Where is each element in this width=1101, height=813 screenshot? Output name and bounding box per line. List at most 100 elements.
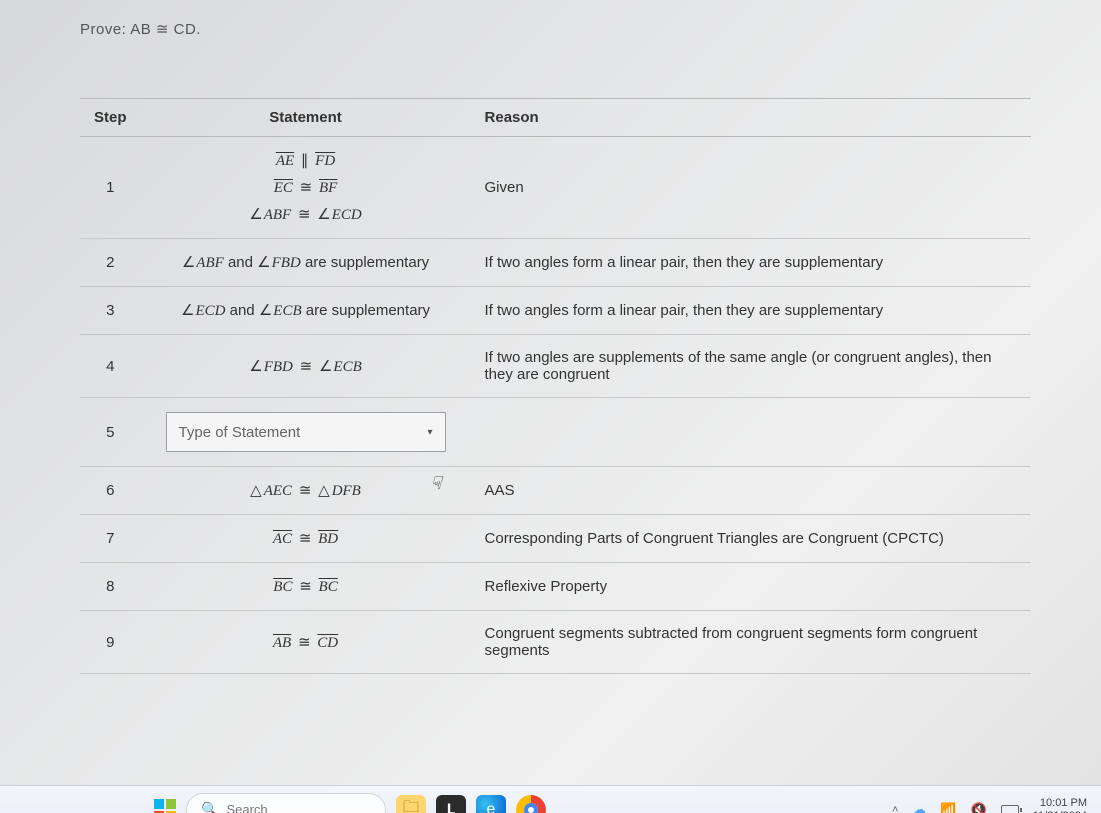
wifi-icon[interactable]: 📶 xyxy=(940,802,956,813)
proof-table: Step Statement Reason 1 AE ∥ FD EC ≅ xyxy=(80,98,1031,674)
tri-b: DFB xyxy=(318,483,361,499)
onedrive-icon[interactable]: ☁ xyxy=(912,801,926,813)
col-step: Step xyxy=(80,99,141,137)
chevron-down-icon: ▾ xyxy=(427,427,432,438)
statement-cell: AE ∥ FD EC ≅ BF ABF ≅ ECD xyxy=(141,137,471,239)
reason-cell: If two angles form a linear pair, then t… xyxy=(471,239,1031,287)
tray-clock[interactable]: 10:01 PM 11/21/2024 xyxy=(1033,797,1087,813)
ang-b: ECD xyxy=(317,207,361,223)
step-num: 5 xyxy=(80,398,141,467)
seg-a: EC xyxy=(274,180,293,196)
text-and: and xyxy=(228,254,257,271)
statement-cell: Type of Statement ▾ xyxy=(141,398,471,467)
op-congruent: ≅ xyxy=(296,579,315,595)
table-row: 5 Type of Statement ▾ xyxy=(80,398,1031,467)
step-num: 9 xyxy=(80,611,141,674)
statement-cell: ABF and FBD are supplementary xyxy=(141,239,471,287)
file-explorer-icon[interactable]: 🗀 xyxy=(396,795,426,813)
header-row: Step Statement Reason xyxy=(80,99,1031,137)
op-congruent: ≅ xyxy=(295,635,314,651)
taskbar: 🔍 Search 🗀 L e ˄ ☁ 📶 🔇 10:01 PM 11/21/20… xyxy=(0,785,1101,813)
ang-b: FBD xyxy=(257,255,301,271)
table-row: 7 AC ≅ BD Corresponding Parts of Congrue… xyxy=(80,515,1031,563)
search-icon: 🔍 xyxy=(201,801,218,813)
seg-b: BF xyxy=(319,180,337,196)
seg-b: FD xyxy=(315,153,335,169)
chrome-icon[interactable] xyxy=(516,795,546,813)
tray-overflow-icon[interactable]: ˄ xyxy=(892,804,898,813)
ang-a: FBD xyxy=(249,359,293,375)
text-tail: are supplementary xyxy=(305,254,429,271)
statement-cell: AB ≅ CD xyxy=(141,611,471,674)
start-button[interactable] xyxy=(154,799,176,813)
step-num: 7 xyxy=(80,515,141,563)
reason-cell: If two angles are supplements of the sam… xyxy=(471,335,1031,398)
stmt-line: AE ∥ FD xyxy=(155,151,457,170)
reason-cell xyxy=(471,398,1031,467)
tri-a: AEC xyxy=(250,483,292,499)
text-tail: are supplementary xyxy=(306,302,430,319)
ang-a: ABF xyxy=(249,207,291,223)
ang-a: ABF xyxy=(182,255,224,271)
taskbar-left: 🔍 Search 🗀 L e xyxy=(154,793,546,813)
stmt-line: ABF ≅ ECD xyxy=(155,205,457,224)
ang-b: ECB xyxy=(319,359,362,375)
proof-page: Prove: AB ≅ CD. Step Statement Reason 1 … xyxy=(0,20,1101,674)
step-num: 1 xyxy=(80,137,141,239)
op-parallel: ∥ xyxy=(298,153,312,169)
op-congruent: ≅ xyxy=(295,207,314,223)
text-and: and xyxy=(230,302,259,319)
col-reason: Reason xyxy=(471,99,1031,137)
table-row: 2 ABF and FBD are supplementary If two a… xyxy=(80,239,1031,287)
table-row: 3 ECD and ECB are supplementary If two a… xyxy=(80,287,1031,335)
volume-muted-icon[interactable]: 🔇 xyxy=(971,802,987,813)
app-l-icon[interactable]: L xyxy=(436,795,466,813)
statement-cell: AEC ≅ DFB ☟ xyxy=(141,467,471,515)
ang-b: ECB xyxy=(259,303,302,319)
table-row: 9 AB ≅ CD Congruent segments subtracted … xyxy=(80,611,1031,674)
col-statement: Statement xyxy=(141,99,471,137)
reason-cell: Given xyxy=(471,137,1031,239)
ang-a: ECD xyxy=(181,303,225,319)
search-placeholder: Search xyxy=(226,802,267,813)
table-row: 6 AEC ≅ DFB ☟ AAS xyxy=(80,467,1031,515)
cursor-pointer-icon: ☟ xyxy=(431,473,442,494)
step-num: 3 xyxy=(80,287,141,335)
op-congruent: ≅ xyxy=(296,531,315,547)
seg-a: AE xyxy=(276,153,294,169)
reason-cell: Congruent segments subtracted from congr… xyxy=(471,611,1031,674)
seg-a: AC xyxy=(273,531,292,547)
op-congruent: ≅ xyxy=(297,359,316,375)
type-of-statement-select[interactable]: Type of Statement ▾ xyxy=(166,412,446,452)
statement-cell: ECD and ECB are supplementary xyxy=(141,287,471,335)
stmt-line: EC ≅ BF xyxy=(155,178,457,197)
seg-b: BC xyxy=(319,579,338,595)
battery-icon[interactable] xyxy=(1001,805,1019,813)
step-num: 8 xyxy=(80,563,141,611)
step-num: 2 xyxy=(80,239,141,287)
taskbar-right: ˄ ☁ 📶 🔇 10:01 PM 11/21/2024 xyxy=(892,797,1087,813)
table-row: 4 FBD ≅ ECB If two angles are supplement… xyxy=(80,335,1031,398)
seg-b: BD xyxy=(318,531,338,547)
table-row: 1 AE ∥ FD EC ≅ BF ABF ≅ ECD xyxy=(80,137,1031,239)
reason-cell: If two angles form a linear pair, then t… xyxy=(471,287,1031,335)
seg-a: AB xyxy=(273,635,291,651)
step-num: 4 xyxy=(80,335,141,398)
tray-time: 10:01 PM xyxy=(1033,797,1087,810)
reason-cell: AAS xyxy=(471,467,1031,515)
reason-cell: Corresponding Parts of Congruent Triangl… xyxy=(471,515,1031,563)
tray-date: 11/21/2024 xyxy=(1033,810,1087,813)
op-congruent: ≅ xyxy=(296,483,315,499)
seg-a: BC xyxy=(273,579,292,595)
prove-line: Prove: AB ≅ CD. xyxy=(80,20,1031,38)
seg-b: CD xyxy=(317,635,338,651)
reason-cell: Reflexive Property xyxy=(471,563,1031,611)
statement-cell: FBD ≅ ECB xyxy=(141,335,471,398)
step-num: 6 xyxy=(80,467,141,515)
statement-cell: AC ≅ BD xyxy=(141,515,471,563)
taskbar-search[interactable]: 🔍 Search xyxy=(186,793,386,813)
select-placeholder: Type of Statement xyxy=(179,424,301,441)
table-row: 8 BC ≅ BC Reflexive Property xyxy=(80,563,1031,611)
edge-icon[interactable]: e xyxy=(476,795,506,813)
statement-cell: BC ≅ BC xyxy=(141,563,471,611)
